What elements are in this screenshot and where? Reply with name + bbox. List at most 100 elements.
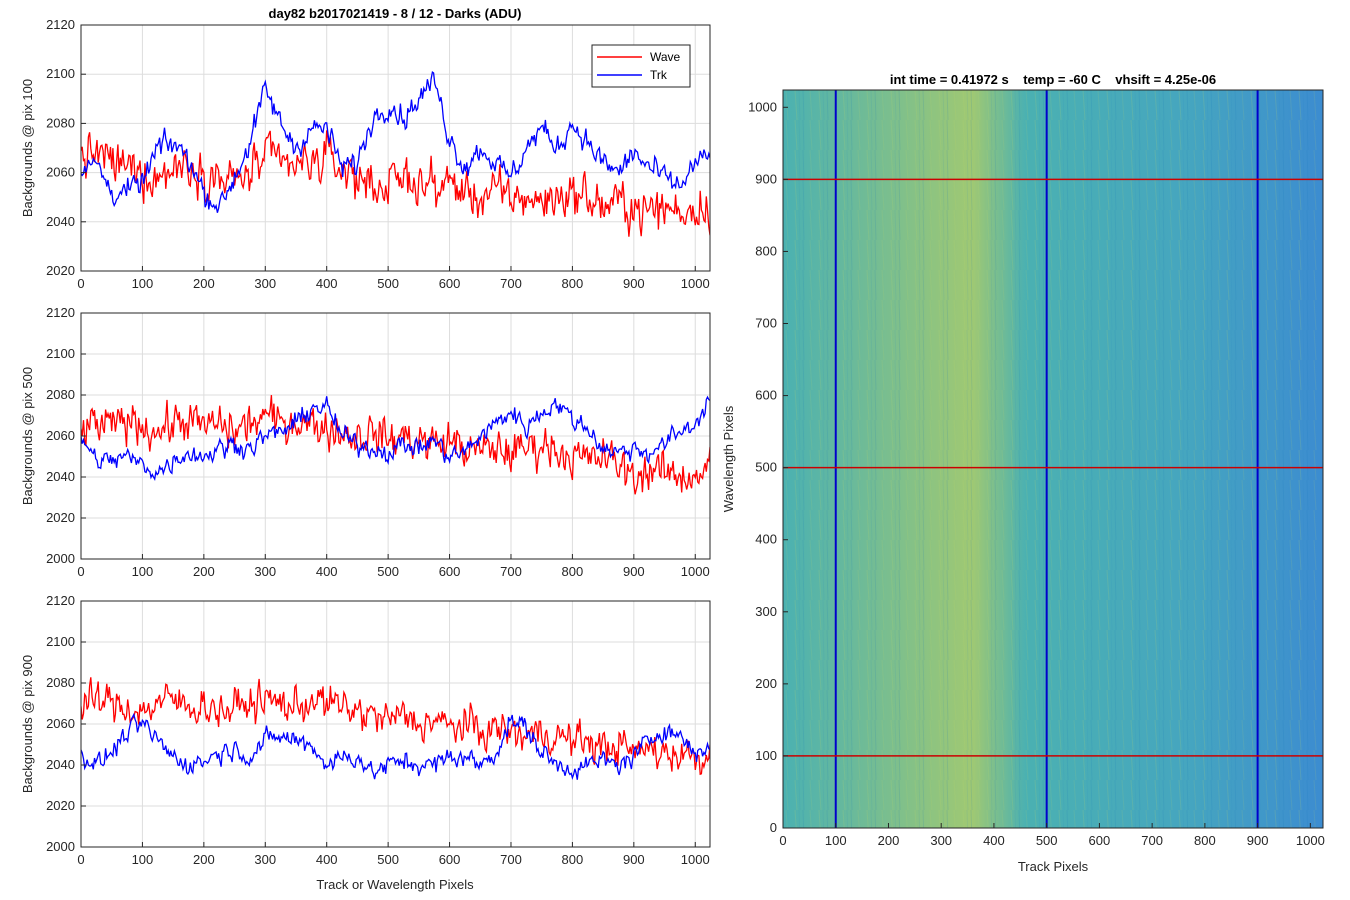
- legend-label-trk: Trk: [650, 68, 668, 82]
- legend: Wave Trk: [591, 44, 691, 88]
- tick-label-x: 1000: [681, 564, 710, 579]
- tick-label-x: 300: [254, 852, 276, 867]
- tick-label-x: 1000: [1296, 833, 1325, 848]
- tick-label-y: 700: [755, 316, 777, 331]
- tick-label-y: 0: [770, 820, 777, 835]
- tick-label-y: 400: [755, 532, 777, 547]
- tick-label-x: 0: [77, 276, 84, 291]
- tick-label-x: 400: [316, 276, 338, 291]
- tick-label-x: 1000: [681, 276, 710, 291]
- tick-label-y: 200: [755, 676, 777, 691]
- tick-label-x: 400: [983, 833, 1005, 848]
- tick-label-y: 2000: [46, 839, 75, 854]
- tick-label-x: 0: [779, 833, 786, 848]
- y-ticks-1: 2020 2040 2060 2080 2100 2120: [46, 17, 86, 278]
- tick-label-x: 600: [439, 276, 461, 291]
- tick-label-x: 0: [77, 564, 84, 579]
- panel-pix-100: 2020 2040 2060 2080 2100 2120 0 100 200 300 400 50…: [20, 17, 711, 291]
- series-line-trk-pix900: [81, 712, 710, 780]
- tick-label-y: 2080: [46, 387, 75, 402]
- tick-label-y: 2040: [46, 757, 75, 772]
- tick-label-x: 100: [132, 276, 154, 291]
- image-markers: [783, 90, 1323, 828]
- tick-label-x: 500: [377, 852, 399, 867]
- tick-label-x: 900: [623, 276, 645, 291]
- tick-label-y: 2060: [46, 716, 75, 731]
- tick-label-x: 200: [193, 276, 215, 291]
- tick-label-x: 1000: [681, 852, 710, 867]
- image-y-axis-label: Wavelength Pixels: [721, 405, 736, 512]
- tick-label-y: 2020: [46, 263, 75, 278]
- tick-label-y: 2060: [46, 428, 75, 443]
- tick-label-x: 900: [1247, 833, 1269, 848]
- legend-label-wave: Wave: [650, 50, 681, 64]
- tick-label-x: 400: [316, 564, 338, 579]
- x-ticks-1: 0 100 200 300 400 500 600 700 800 900 1000: [77, 266, 710, 291]
- series-line-wave-pix900: [81, 677, 710, 776]
- image-y-ticks: 0 100 200 300 400 500 600 700 800 900 1000: [748, 99, 788, 835]
- tick-label-x: 900: [623, 852, 645, 867]
- tick-label-y: 100: [755, 748, 777, 763]
- tick-label-x: 300: [254, 276, 276, 291]
- legend-box: [591, 44, 691, 88]
- tick-label-y: 2100: [46, 634, 75, 649]
- series-line-wave-pix500: [81, 395, 710, 495]
- tick-label-x: 500: [377, 276, 399, 291]
- series-line-wave-pix100: [81, 130, 710, 237]
- tick-label-x: 900: [623, 564, 645, 579]
- panel-pix-900: 2000 2020 2040 2060 2080 2100 2120 0 100 200 300 4…: [20, 593, 711, 892]
- tick-label-y: 2100: [46, 346, 75, 361]
- tick-label-y: 2100: [46, 66, 75, 81]
- tick-label-x: 200: [193, 564, 215, 579]
- tick-label-x: 800: [562, 564, 584, 579]
- y-axis-label-1: Backgrounds @ pix 100: [20, 79, 35, 217]
- image-axes-box: [782, 89, 1324, 829]
- x-axis-label-3: Track or Wavelength Pixels: [316, 877, 474, 892]
- tick-label-y: 2000: [46, 551, 75, 566]
- y-axis-label-3: Backgrounds @ pix 900: [20, 655, 35, 793]
- tick-label-x: 800: [562, 852, 584, 867]
- tick-label-x: 600: [439, 564, 461, 579]
- x-ticks-3: 0 100 200 300 400 500 600 700 800 900 1000: [77, 842, 710, 867]
- tick-label-y: 2120: [46, 305, 75, 320]
- tick-label-y: 300: [755, 604, 777, 619]
- axes-box-1: [80, 24, 711, 272]
- figure-title: day82 b2017021419 - 8 / 12 - Darks (ADU): [269, 6, 522, 21]
- tick-label-x: 400: [316, 852, 338, 867]
- tick-label-x: 700: [500, 852, 522, 867]
- y-ticks-3: 2000 2020 2040 2060 2080 2100 2120: [46, 593, 86, 854]
- tick-label-x: 700: [1141, 833, 1163, 848]
- tick-label-y: 500: [755, 460, 777, 475]
- tick-label-y: 2040: [46, 469, 75, 484]
- panel-pix-500: 2000 2020 2040 2060 2080 2100 2120 0 100 200 300 4…: [20, 305, 711, 579]
- tick-label-y: 1000: [748, 99, 777, 114]
- tick-label-x: 300: [254, 564, 276, 579]
- x-ticks-2: 0 100 200 300 400 500 600 700 800 900 1000: [77, 554, 710, 579]
- tick-label-x: 300: [930, 833, 952, 848]
- tick-label-y: 2120: [46, 593, 75, 608]
- tick-label-y: 2080: [46, 675, 75, 690]
- tick-label-y: 2060: [46, 165, 75, 180]
- tick-label-x: 0: [77, 852, 84, 867]
- tick-label-y: 2020: [46, 798, 75, 813]
- y-ticks-2: 2000 2020 2040 2060 2080 2100 2120: [46, 305, 86, 566]
- tick-label-y: 2120: [46, 17, 75, 32]
- image-x-ticks: 0 100 200 300 400 500 600 700 800 900 1000: [779, 823, 1325, 848]
- tick-label-x: 100: [132, 564, 154, 579]
- series-line-trk-pix500: [81, 395, 710, 482]
- tick-label-x: 800: [562, 276, 584, 291]
- tick-label-y: 600: [755, 388, 777, 403]
- image-texture: [783, 90, 1323, 828]
- tick-label-y: 2020: [46, 510, 75, 525]
- tick-label-y: 2040: [46, 214, 75, 229]
- tick-label-x: 200: [878, 833, 900, 848]
- tick-label-y: 2080: [46, 115, 75, 130]
- tick-label-x: 800: [1194, 833, 1216, 848]
- image-title: int time = 0.41972 s temp = -60 C vhsift…: [890, 72, 1216, 87]
- tick-label-x: 500: [1036, 833, 1058, 848]
- image-x-axis-label: Track Pixels: [1018, 859, 1089, 874]
- tick-label-y: 800: [755, 243, 777, 258]
- tick-label-y: 900: [755, 171, 777, 186]
- image-panel: int time = 0.41972 s temp = -60 C vhsift…: [721, 72, 1325, 874]
